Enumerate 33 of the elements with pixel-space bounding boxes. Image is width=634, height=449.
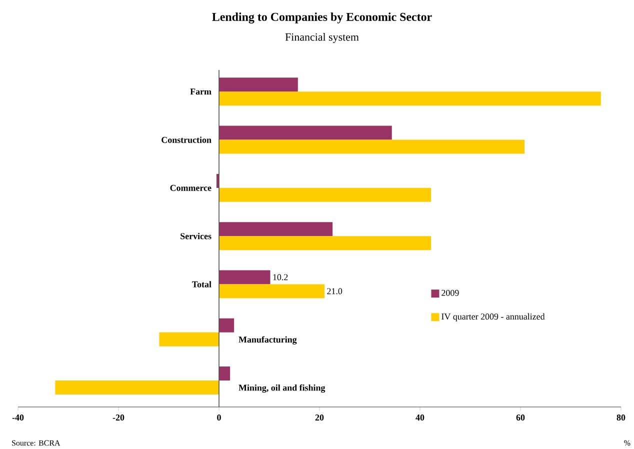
x-tick-label: 80 [616, 414, 626, 421]
legend-label: IV quarter 2009 - annualized [442, 313, 545, 322]
bar [219, 318, 234, 332]
x-tick-label: -20 [112, 414, 124, 421]
data-label: 21.0 [327, 288, 342, 294]
y-tick-label: Mining, oil and fishing [238, 384, 326, 393]
x-tick-label: 60 [516, 414, 525, 421]
bar [219, 78, 298, 92]
bar [219, 366, 230, 381]
x-tick-label: 20 [315, 414, 324, 421]
y-tick-label: Commerce [170, 184, 212, 191]
y-tick-label: Farm [190, 88, 212, 95]
bar [219, 140, 525, 154]
bar [219, 270, 270, 284]
x-tick-label: 40 [416, 414, 424, 421]
x-tick-label: 0 [217, 414, 221, 421]
bar [219, 92, 601, 106]
bar [219, 284, 325, 298]
legend-label: 2009 [442, 290, 459, 296]
bar [219, 126, 392, 140]
bar [219, 236, 432, 250]
bar [55, 380, 220, 395]
bar [219, 188, 432, 202]
y-tick-label: Services [180, 232, 212, 240]
y-tick-label: Construction [162, 136, 212, 143]
y-tick-label: Total [192, 281, 212, 288]
data-label: 10.2 [273, 274, 288, 280]
chart-subtitle: Financial system [285, 33, 359, 43]
bar [159, 332, 220, 346]
y-tick-label: Manufacturing [238, 336, 297, 345]
x-tick-label: -40 [12, 414, 24, 421]
chart-title: Lending to Companies by Economic Sector [212, 12, 432, 24]
bar [219, 222, 333, 236]
